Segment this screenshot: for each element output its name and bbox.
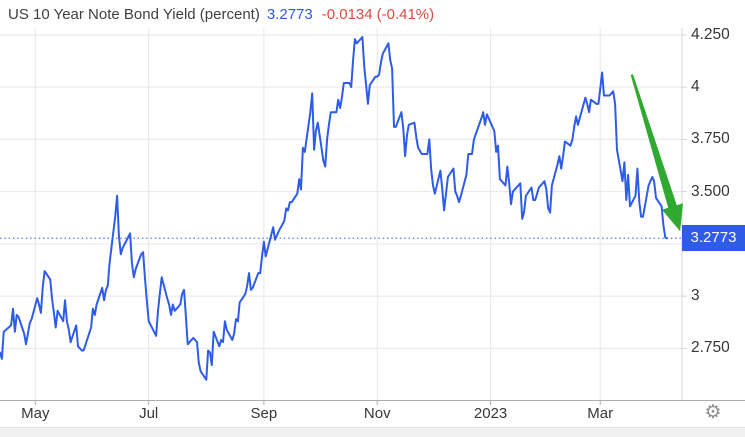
footer-band bbox=[0, 427, 745, 437]
chart-header: US 10 Year Note Bond Yield (percent) 3.27… bbox=[8, 6, 434, 24]
x-axis-label: Sep bbox=[250, 405, 278, 422]
x-axis-label: Nov bbox=[363, 405, 391, 422]
chart-change: -0.0134 bbox=[321, 6, 373, 23]
y-axis-label: 2.750 bbox=[691, 339, 730, 357]
current-value-badge: 3.2773 bbox=[682, 225, 745, 252]
yield-line-series bbox=[0, 36, 669, 381]
y-axis-label: 4.250 bbox=[691, 25, 730, 43]
y-axis-label: 4 bbox=[691, 78, 700, 96]
x-axis-label: Jul bbox=[139, 405, 159, 422]
settings-gear-icon[interactable]: ⚙ bbox=[704, 402, 722, 423]
x-axis-label: 2023 bbox=[473, 405, 508, 422]
y-axis-label: 3.500 bbox=[691, 182, 730, 200]
x-axis-label: May bbox=[21, 405, 50, 422]
chart-last-value: 3.2773 bbox=[266, 6, 313, 23]
y-axis-label: 3 bbox=[691, 287, 700, 305]
y-axis-label: 3.750 bbox=[691, 130, 730, 148]
chart-change-percent: (-0.41%) bbox=[376, 6, 435, 23]
downtrend-arrow-annotation bbox=[630, 74, 683, 232]
x-axis-label: Mar bbox=[587, 405, 614, 422]
chart-title: US 10 Year Note Bond Yield (percent) bbox=[8, 6, 260, 23]
